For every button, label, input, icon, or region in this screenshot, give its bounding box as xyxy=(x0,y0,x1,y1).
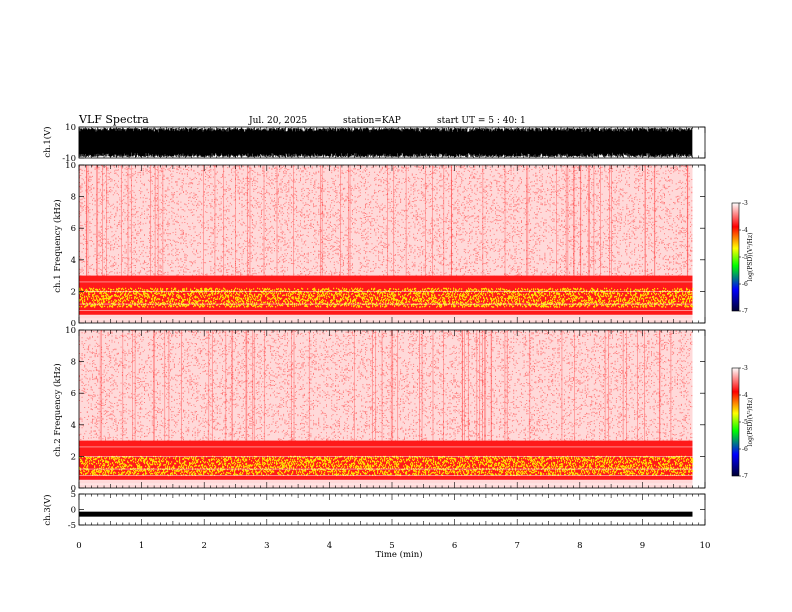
colorbar-tick-label: -3 xyxy=(742,200,748,207)
ch2-spectrogram-panel: 0 2 4 6 8 10 xyxy=(65,326,706,494)
ch3-wave-ytick-label: -5 xyxy=(68,521,76,531)
x-tick-label: 5 xyxy=(389,541,394,551)
ch3-waveform-trace xyxy=(79,511,693,517)
ch1-frequency-label: ch.1 Frequency (kHz) xyxy=(52,199,63,292)
x-tick-label: 0 xyxy=(76,541,81,551)
x-tick-label: 3 xyxy=(264,541,269,551)
x-tick-label: 2 xyxy=(201,541,206,551)
colorbar-ch1: -3 -4 -5 -6 -7 log(PSD)(V²/Hz) xyxy=(731,200,754,315)
colorbar-tick-label: -5 xyxy=(742,254,748,261)
ch1-wave-ytick-label: -10 xyxy=(62,154,76,164)
ch2_spec-ytick-label: 4 xyxy=(71,421,76,431)
colorbar-tick-label: -5 xyxy=(742,419,748,426)
ch1_spec-peak-band xyxy=(79,287,694,308)
colorbar-tick-label: -4 xyxy=(742,227,748,234)
colorbar-label: log(PSD)(V²/Hz) xyxy=(747,398,754,447)
x-tick-label: 10 xyxy=(700,541,711,551)
ch1_spec-ytick-label: 0 xyxy=(71,319,76,329)
ch2-frequency-label: ch.2 Frequency (kHz) xyxy=(52,363,63,456)
ch2_spec-ytick-label: 0 xyxy=(71,484,76,494)
time-axis: 0 1 2 3 4 5 6 7 8 9 10 xyxy=(76,541,710,551)
colorbar-tick-label: -7 xyxy=(742,473,748,480)
ch3-voltage-label: ch.3(V) xyxy=(42,494,53,525)
ch2_spec-ytick-label: 2 xyxy=(71,452,76,462)
colorbar-tick-label: -3 xyxy=(742,365,748,372)
ch1_spec-ytick-label: 8 xyxy=(71,193,76,203)
ch1_spec-ytick-label: 10 xyxy=(65,161,76,171)
ch1-spectrogram-panel: 0 2 4 6 8 10 xyxy=(65,161,706,329)
x-tick-label: 1 xyxy=(139,541,144,551)
ch2_spec-ytick-label: 6 xyxy=(71,389,76,399)
colorbar-ch2: -3 -4 -5 -6 -7 log(PSD)(V²/Hz) xyxy=(731,365,754,480)
start-time-label: start UT = 5 : 40: 1 xyxy=(437,116,526,126)
x-tick-label: 8 xyxy=(577,541,582,551)
x-tick-label: 9 xyxy=(640,541,645,551)
x-axis-label: Time (min) xyxy=(375,549,422,560)
colorbar-gradient xyxy=(731,367,740,477)
ch3-wave-ytick-label: 5 xyxy=(71,490,76,500)
ch1_spec-ytick-label: 2 xyxy=(71,287,76,297)
colorbar-gradient xyxy=(731,202,740,312)
ch1-waveform-panel: 10 -10 xyxy=(62,123,706,164)
ch1_spec-ytick-label: 6 xyxy=(71,224,76,234)
ch3-waveform-panel: 5 0 -5 xyxy=(68,490,706,531)
ch1-waveform-trace xyxy=(78,128,693,157)
ch3-wave-ytick-label: 0 xyxy=(71,506,76,516)
colorbar-label: log(PSD)(V²/Hz) xyxy=(747,233,754,282)
station-label: station=KAP xyxy=(343,116,401,126)
colorbar-tick-label: -6 xyxy=(742,281,748,288)
ch1-wave-ytick-label: 10 xyxy=(65,123,76,133)
ch2_spec-ytick-label: 8 xyxy=(71,358,76,368)
x-tick-label: 6 xyxy=(452,541,457,551)
figure-title: VLF Spectra xyxy=(78,113,149,126)
colorbar-tick-label: -4 xyxy=(742,392,748,399)
ch1-voltage-label: ch.1(V) xyxy=(42,126,53,157)
colorbar-tick-label: -6 xyxy=(742,446,748,453)
colorbar-tick-label: -7 xyxy=(742,308,748,315)
ch2_spec-ytick-label: 10 xyxy=(65,326,76,336)
date-label: Jul. 20, 2025 xyxy=(248,116,307,126)
x-tick-label: 7 xyxy=(514,541,519,551)
x-tick-label: 4 xyxy=(327,541,332,551)
ch1_spec-ytick-label: 4 xyxy=(71,256,76,266)
